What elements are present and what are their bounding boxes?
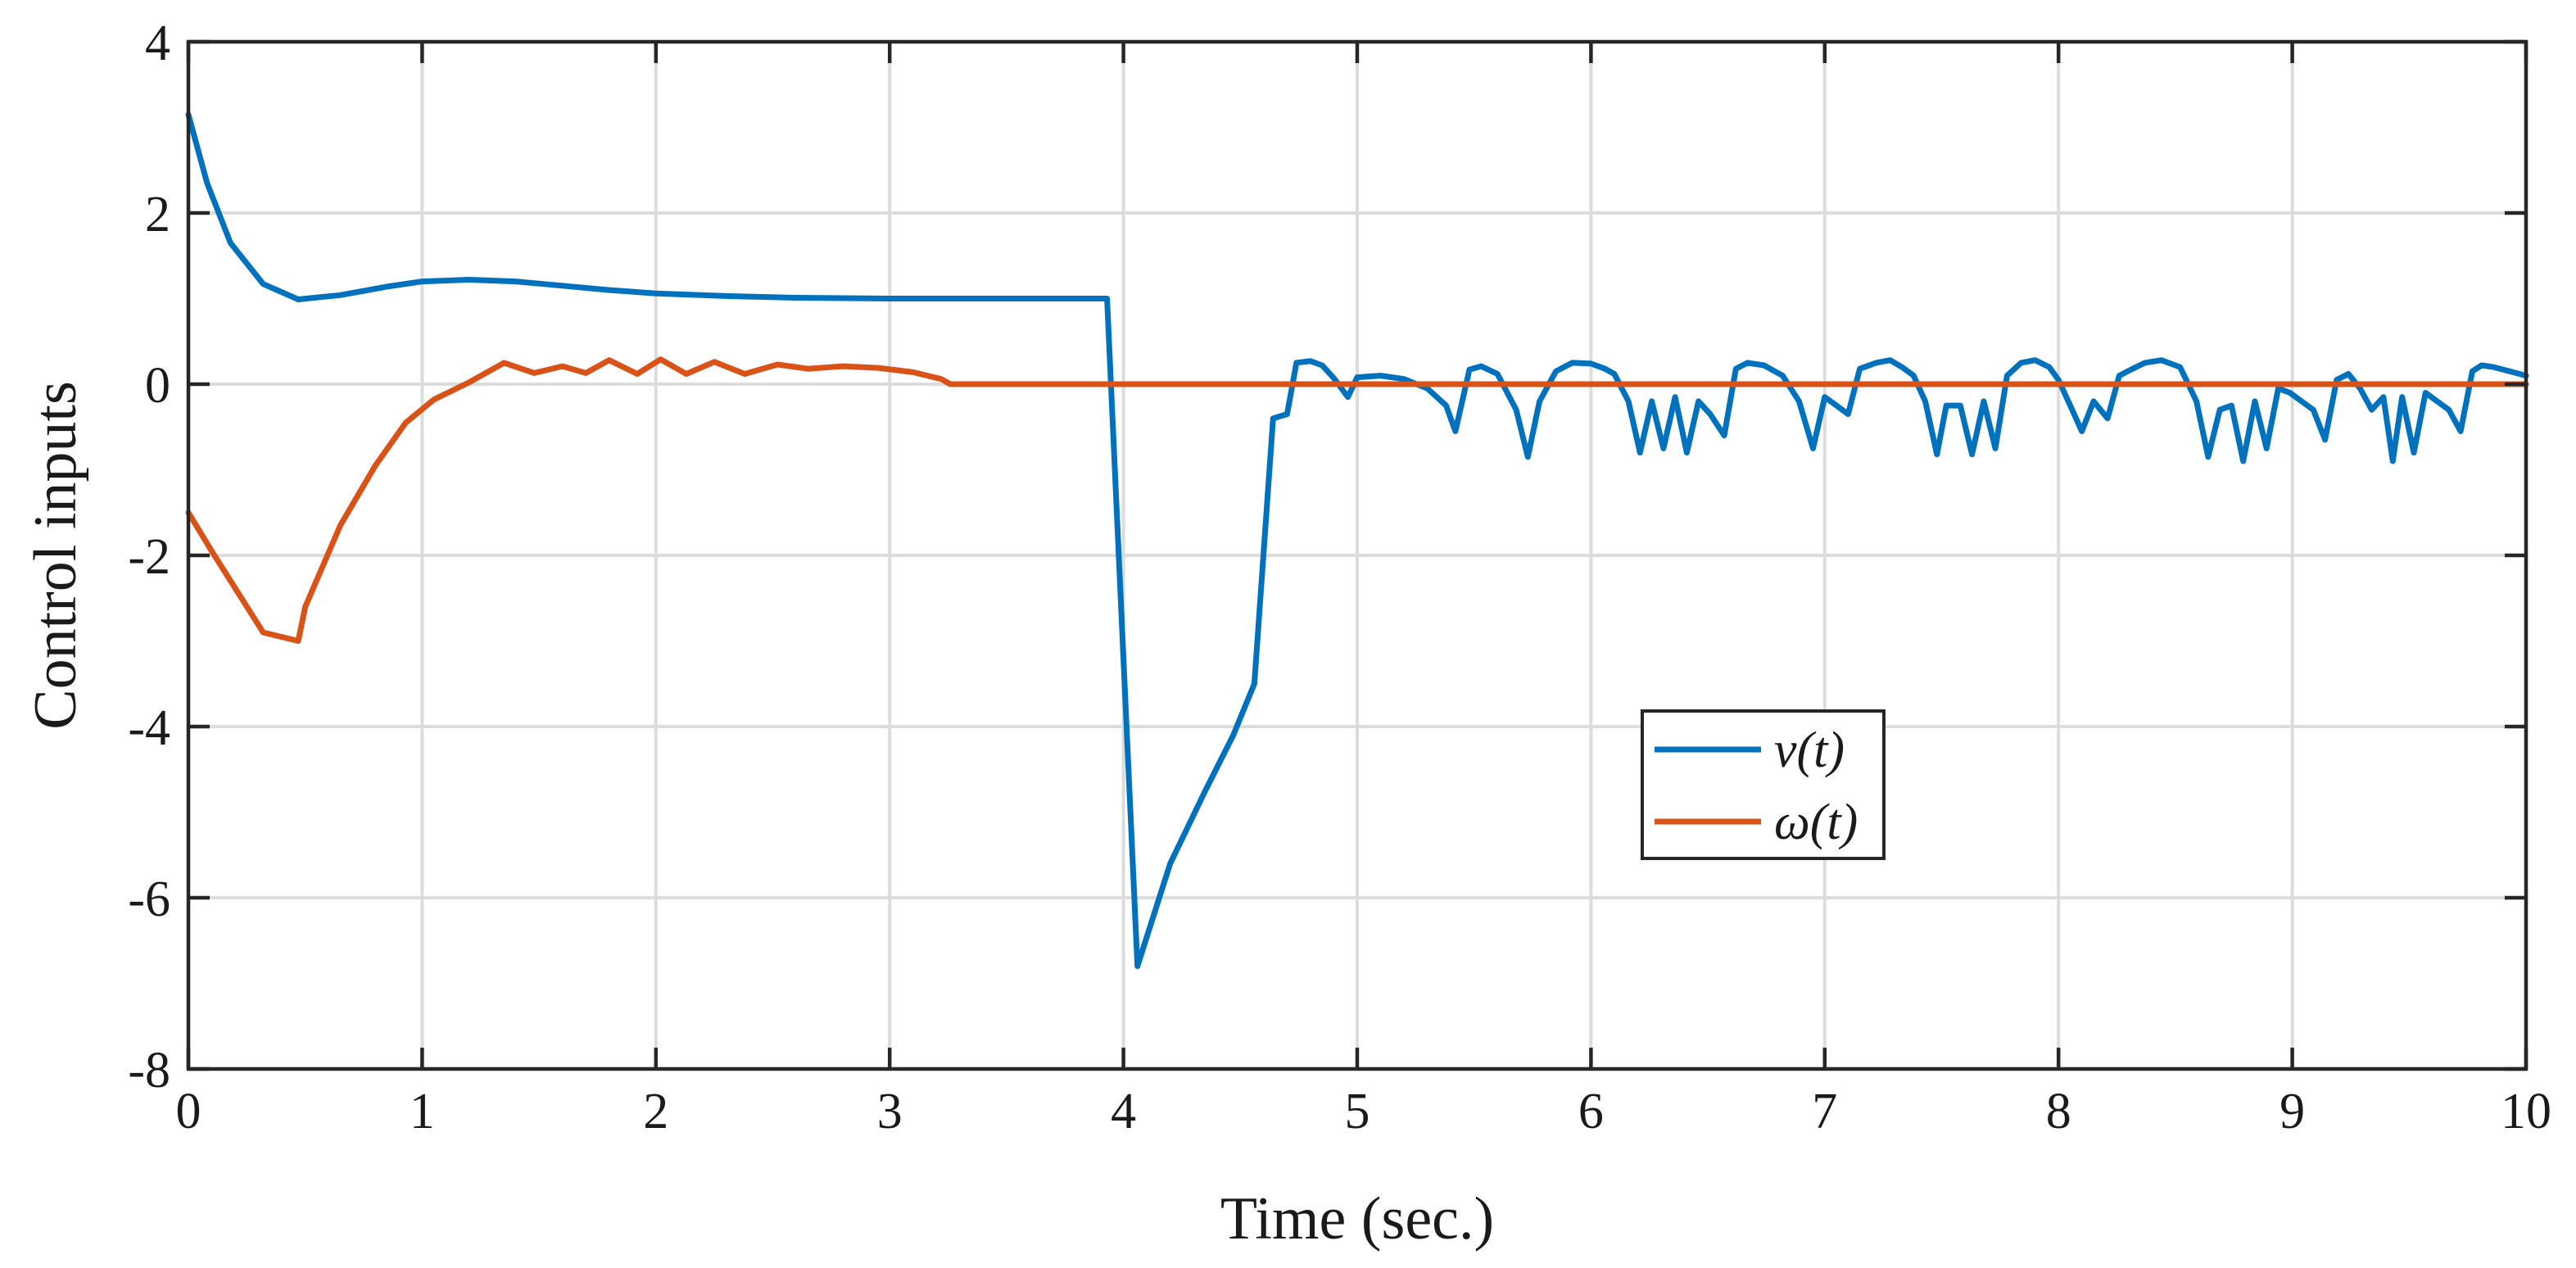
x-tick-label: 8: [2046, 1084, 2071, 1139]
legend-box: [1641, 709, 1886, 860]
legend-label-omega: ω(t): [1774, 795, 1858, 850]
x-tick-label: 5: [1345, 1084, 1370, 1139]
y-tick-label: -6: [128, 872, 170, 927]
series-line-omega: [185, 356, 2529, 644]
x-tick-label: 6: [1578, 1084, 1604, 1139]
x-tick-label: 3: [877, 1084, 903, 1139]
series-line-nu: [185, 111, 2529, 970]
x-tick-label: 10: [2501, 1084, 2551, 1139]
legend-label-nu: ν(t): [1774, 722, 1845, 778]
y-tick-label: -2: [128, 529, 170, 585]
y-tick-label: -8: [128, 1043, 170, 1098]
series-layer: [185, 111, 2529, 970]
tick-marks: [186, 39, 2528, 1071]
y-tick-label: 0: [145, 358, 170, 414]
x-tick-label: 1: [410, 1084, 435, 1139]
x-tick-labels: 0 1 2 3 4 5 6 7 8 9 10: [176, 1084, 2552, 1139]
y-tick-label: -4: [128, 700, 170, 756]
y-tick-label: 4: [145, 16, 170, 71]
grid: [187, 40, 2528, 1071]
x-tick-label: 9: [2279, 1084, 2305, 1139]
x-tick-label: 0: [176, 1084, 201, 1139]
y-axis-label: Control inputs: [22, 381, 89, 730]
x-tick-label: 4: [1111, 1084, 1136, 1139]
y-tick-labels: 4 2 0 -2 -4 -6 -8: [128, 16, 170, 1098]
x-axis-label: Time (sec.): [1220, 1185, 1494, 1252]
x-tick-label: 7: [1812, 1084, 1837, 1139]
y-tick-label: 2: [145, 187, 170, 242]
x-tick-label: 2: [643, 1084, 668, 1139]
legend: ν(t) ω(t): [1641, 709, 1886, 860]
